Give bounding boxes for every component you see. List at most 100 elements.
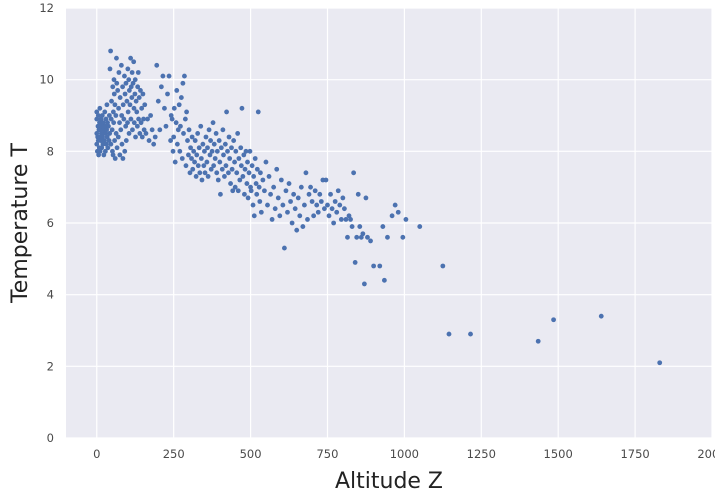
data-point — [115, 134, 121, 140]
data-point — [325, 202, 330, 208]
data-point — [195, 163, 201, 169]
data-point — [127, 102, 133, 108]
data-point — [291, 191, 297, 197]
data-point — [328, 191, 333, 197]
data-point — [130, 127, 135, 133]
data-point — [211, 141, 217, 147]
data-point — [128, 84, 134, 90]
data-point — [368, 238, 373, 244]
data-point — [94, 116, 100, 122]
x-tick-label: 1000 — [390, 447, 419, 461]
data-point — [194, 152, 200, 158]
data-point — [221, 152, 226, 158]
data-point — [551, 317, 556, 323]
data-point — [275, 195, 281, 201]
data-point — [120, 102, 126, 108]
data-point — [103, 141, 109, 147]
data-point — [389, 213, 395, 219]
data-point — [326, 213, 332, 219]
data-point — [100, 120, 106, 126]
data-point — [115, 88, 121, 93]
data-point — [225, 148, 230, 154]
x-tick-label: 2000 — [697, 447, 715, 461]
data-point — [208, 138, 213, 143]
data-point — [112, 138, 118, 143]
data-point — [99, 113, 105, 118]
data-point — [136, 95, 142, 100]
data-point — [239, 105, 245, 111]
data-point — [322, 206, 327, 212]
data-point — [102, 109, 108, 115]
data-point — [138, 120, 144, 126]
data-point — [205, 174, 211, 179]
data-point — [133, 134, 138, 140]
data-point — [197, 170, 203, 176]
data-point — [95, 113, 101, 118]
data-point — [361, 281, 367, 287]
data-point — [111, 120, 117, 126]
data-point — [154, 62, 160, 68]
data-point — [170, 148, 176, 154]
data-point — [125, 120, 130, 126]
data-point — [348, 217, 353, 222]
data-point — [317, 191, 323, 197]
data-point — [178, 95, 184, 100]
data-point — [255, 109, 261, 115]
y-tick-label: 12 — [39, 1, 54, 15]
data-point — [108, 141, 114, 147]
data-point — [149, 127, 155, 133]
data-point — [137, 131, 143, 136]
data-point — [175, 127, 181, 133]
data-point — [312, 188, 318, 194]
data-point — [417, 224, 423, 229]
data-point — [235, 131, 241, 136]
y-tick-label: 4 — [47, 288, 54, 302]
data-point — [166, 73, 172, 79]
data-point — [352, 260, 358, 265]
data-point — [151, 141, 157, 147]
data-point — [131, 120, 137, 126]
data-point — [306, 191, 312, 197]
data-point — [173, 120, 179, 126]
data-point — [214, 170, 220, 176]
data-point — [174, 88, 180, 93]
data-point — [94, 141, 100, 147]
data-point — [222, 141, 228, 147]
data-point — [117, 120, 122, 126]
data-point — [254, 166, 260, 172]
data-point — [598, 313, 604, 319]
data-point — [120, 84, 126, 90]
data-point — [253, 181, 259, 186]
data-point — [217, 159, 223, 165]
data-point — [178, 123, 183, 129]
data-point — [122, 91, 128, 97]
data-point — [117, 95, 123, 100]
data-point — [125, 109, 131, 115]
data-point — [135, 84, 141, 90]
x-tick-label: 1500 — [544, 447, 573, 461]
data-point — [337, 202, 343, 208]
data-point — [106, 138, 112, 143]
data-point — [216, 138, 222, 143]
data-point — [103, 116, 109, 122]
data-point — [155, 98, 161, 104]
data-point — [224, 109, 229, 115]
data-point — [122, 73, 127, 79]
data-point — [140, 91, 146, 97]
data-point — [222, 174, 227, 179]
data-point — [311, 213, 317, 219]
data-point — [203, 134, 209, 140]
data-point — [94, 109, 100, 115]
data-point — [108, 48, 114, 54]
data-point — [121, 116, 127, 122]
data-point — [118, 127, 124, 133]
data-point — [135, 70, 141, 75]
data-point — [249, 163, 255, 169]
data-point — [169, 116, 175, 122]
data-point — [346, 213, 352, 219]
data-point — [332, 199, 338, 204]
y-tick-label: 8 — [47, 144, 54, 158]
data-point — [218, 145, 224, 151]
data-point — [97, 120, 102, 126]
